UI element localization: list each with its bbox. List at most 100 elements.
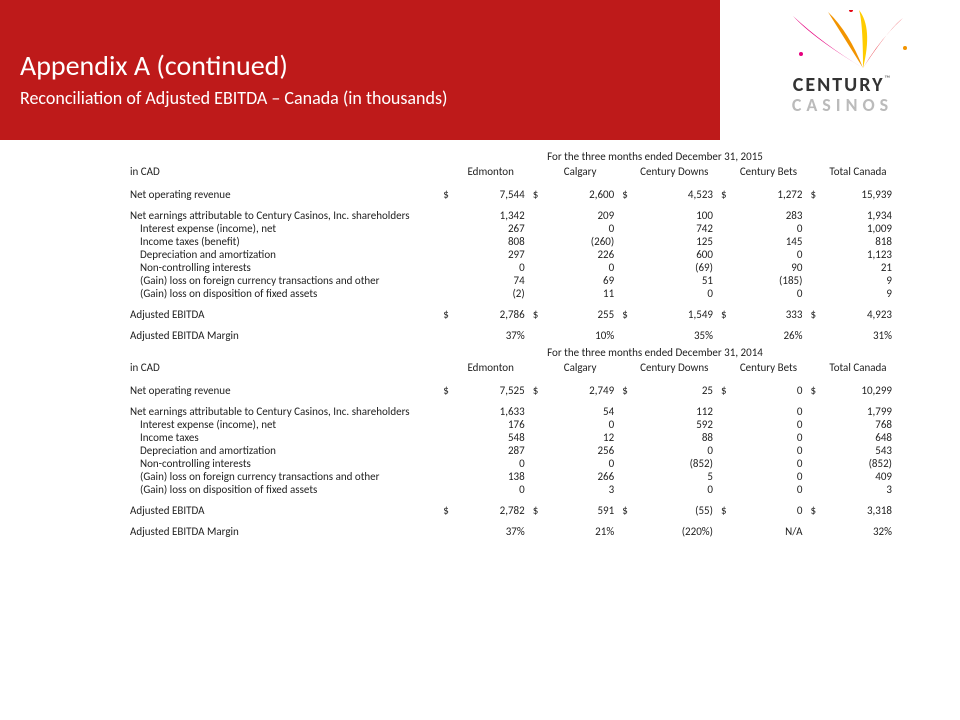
currency-symbol: [622, 248, 635, 261]
cell-value: 2,782: [457, 504, 533, 517]
cell-value: 11: [546, 287, 622, 300]
row-label: Net earnings attributable to Century Cas…: [130, 209, 443, 222]
cell-value: 32%: [824, 525, 900, 538]
currency-symbol: $: [443, 308, 456, 321]
cell-value: 209: [546, 209, 622, 222]
cell-value: 0: [734, 384, 810, 397]
cell-value: 4,923: [824, 308, 900, 321]
cell-value: 1,934: [824, 209, 900, 222]
ebitda-table: in CADEdmontonCalgaryCentury DownsCentur…: [130, 361, 900, 538]
cell-value: 31%: [824, 329, 900, 342]
cell-value: 0: [734, 504, 810, 517]
cell-value: (69): [636, 261, 721, 274]
cell-value: (852): [824, 457, 900, 470]
cell-value: 1,272: [734, 188, 810, 201]
cell-value: 287: [457, 444, 533, 457]
cell-value: 1,123: [824, 248, 900, 261]
trademark-symbol: ™: [885, 74, 893, 84]
currency-symbol: $: [533, 308, 546, 321]
currency-symbol: [533, 287, 546, 300]
row-label: (Gain) loss on disposition of fixed asse…: [130, 287, 443, 300]
currency-symbol: [721, 444, 734, 457]
row-label: Adjusted EBITDA: [130, 308, 443, 321]
ebitda-table: in CADEdmontonCalgaryCentury DownsCentur…: [130, 165, 900, 342]
currency-symbol: [443, 329, 456, 342]
currency-symbol: $: [622, 504, 635, 517]
cell-value: 543: [824, 444, 900, 457]
cell-value: 600: [636, 248, 721, 261]
company-logo: CENTURY™ CASINOS: [735, 10, 950, 140]
currency-symbol: [810, 274, 823, 287]
currency-symbol: [533, 418, 546, 431]
currency-symbol: [533, 483, 546, 496]
table-row: (Gain) loss on disposition of fixed asse…: [130, 287, 900, 300]
cell-value: 548: [457, 431, 533, 444]
currency-symbol: [721, 209, 734, 222]
currency-symbol: $: [810, 188, 823, 201]
currency-symbol: [810, 287, 823, 300]
table-row: (Gain) loss on foreign currency transact…: [130, 274, 900, 287]
currency-symbol: [443, 248, 456, 261]
currency-symbol: $: [622, 308, 635, 321]
currency-symbol: [721, 274, 734, 287]
cell-value: 0: [734, 483, 810, 496]
cell-value: 2,749: [546, 384, 622, 397]
cell-value: 409: [824, 470, 900, 483]
cell-value: 37%: [457, 525, 533, 538]
currency-symbol: [622, 287, 635, 300]
cell-value: 297: [457, 248, 533, 261]
currency-symbol: [622, 431, 635, 444]
cell-value: 226: [546, 248, 622, 261]
period-label: For the three months ended December 31, …: [410, 346, 900, 359]
currency-symbol: [533, 248, 546, 261]
currency-symbol: $: [721, 504, 734, 517]
row-label: Interest expense (income), net: [130, 222, 443, 235]
currency-symbol: $: [533, 504, 546, 517]
currency-symbol: [443, 470, 456, 483]
cell-value: 0: [546, 418, 622, 431]
currency-symbol: [533, 444, 546, 457]
currency-symbol: [810, 470, 823, 483]
cell-value: (2): [457, 287, 533, 300]
column-header: Edmonton: [457, 361, 533, 376]
currency-symbol: [810, 431, 823, 444]
currency-symbol: [443, 418, 456, 431]
cell-value: 333: [734, 308, 810, 321]
currency-symbol: [533, 261, 546, 274]
currency-symbol: [622, 274, 635, 287]
currency-symbol: [443, 525, 456, 538]
currency-symbol: $: [721, 188, 734, 201]
currency-symbol: [443, 444, 456, 457]
currency-symbol: [622, 457, 635, 470]
currency-symbol: [622, 418, 635, 431]
currency-label: in CAD: [130, 165, 443, 180]
table-row: Interest expense (income), net1760592076…: [130, 418, 900, 431]
cell-value: 0: [734, 248, 810, 261]
row-label: Net operating revenue: [130, 384, 443, 397]
currency-symbol: $: [810, 384, 823, 397]
row-label: Net earnings attributable to Century Cas…: [130, 405, 443, 418]
cell-value: (55): [636, 504, 721, 517]
column-header: Edmonton: [457, 165, 533, 180]
currency-symbol: [810, 329, 823, 342]
logo-text-line2: CASINOS: [735, 94, 950, 116]
cell-value: 808: [457, 235, 533, 248]
currency-symbol: $: [721, 308, 734, 321]
row-label: Adjusted EBITDA Margin: [130, 329, 443, 342]
column-header: Total Canada: [824, 361, 900, 376]
currency-symbol: [810, 222, 823, 235]
cell-value: 742: [636, 222, 721, 235]
currency-symbol: [622, 444, 635, 457]
cell-value: (852): [636, 457, 721, 470]
currency-symbol: [622, 470, 635, 483]
cell-value: 3: [824, 483, 900, 496]
currency-symbol: [622, 483, 635, 496]
cell-value: 3,318: [824, 504, 900, 517]
currency-symbol: $: [443, 188, 456, 201]
currency-symbol: $: [443, 504, 456, 517]
cell-value: 15,939: [824, 188, 900, 201]
row-label: Depreciation and amortization: [130, 248, 443, 261]
currency-symbol: [533, 525, 546, 538]
cell-value: 0: [636, 287, 721, 300]
row-label: Income taxes (benefit): [130, 235, 443, 248]
